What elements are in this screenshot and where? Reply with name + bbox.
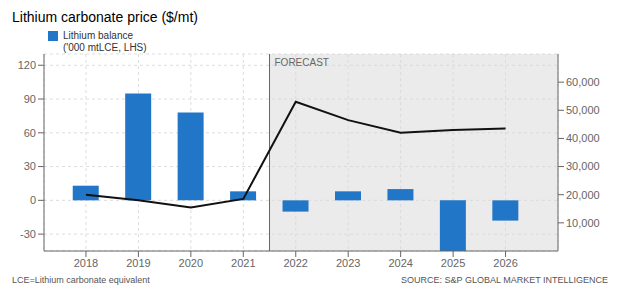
svg-text:2022: 2022 (284, 257, 308, 269)
html-text:('000 mtLCE, LHS): ('000 mtLCE, LHS) (63, 42, 147, 53)
svg-text:30,000: 30,000 (566, 160, 600, 172)
html-text:Lithium balance: Lithium balance (63, 30, 133, 41)
svg-text:-30: -30 (20, 228, 36, 240)
svg-text:60,000: 60,000 (566, 76, 600, 88)
svg-text:40,000: 40,000 (566, 132, 600, 144)
svg-text:2023: 2023 (336, 257, 360, 269)
svg-text:120: 120 (18, 59, 36, 71)
svg-text:60: 60 (24, 127, 36, 139)
html-text:SOURCE: S&P GLOBAL MARKET INTE: SOURCE: S&P GLOBAL MARKET INTELLIGENCE (401, 275, 608, 285)
svg-text:50,000: 50,000 (566, 104, 600, 116)
svg-text:2025: 2025 (441, 257, 465, 269)
svg-text:20,000: 20,000 (566, 189, 600, 201)
svg-text:10,000: 10,000 (566, 217, 600, 229)
svg-text:2024: 2024 (388, 257, 412, 269)
svg-text:2021: 2021 (231, 257, 255, 269)
svg-text:2018: 2018 (74, 257, 98, 269)
svg-text:0: 0 (30, 194, 36, 206)
svg-text:90: 90 (24, 93, 36, 105)
svg-text:FORECAST: FORECAST (275, 57, 329, 68)
svg-text:2019: 2019 (126, 257, 150, 269)
html-text:Lithium carbonate price ($/mt): Lithium carbonate price ($/mt) (12, 9, 198, 25)
html-text:LCE=Lithium carbonate equivale: LCE=Lithium carbonate equivalent (12, 275, 150, 285)
svg-text:30: 30 (24, 160, 36, 172)
svg-text:2020: 2020 (179, 257, 203, 269)
svg-text:2026: 2026 (493, 257, 517, 269)
